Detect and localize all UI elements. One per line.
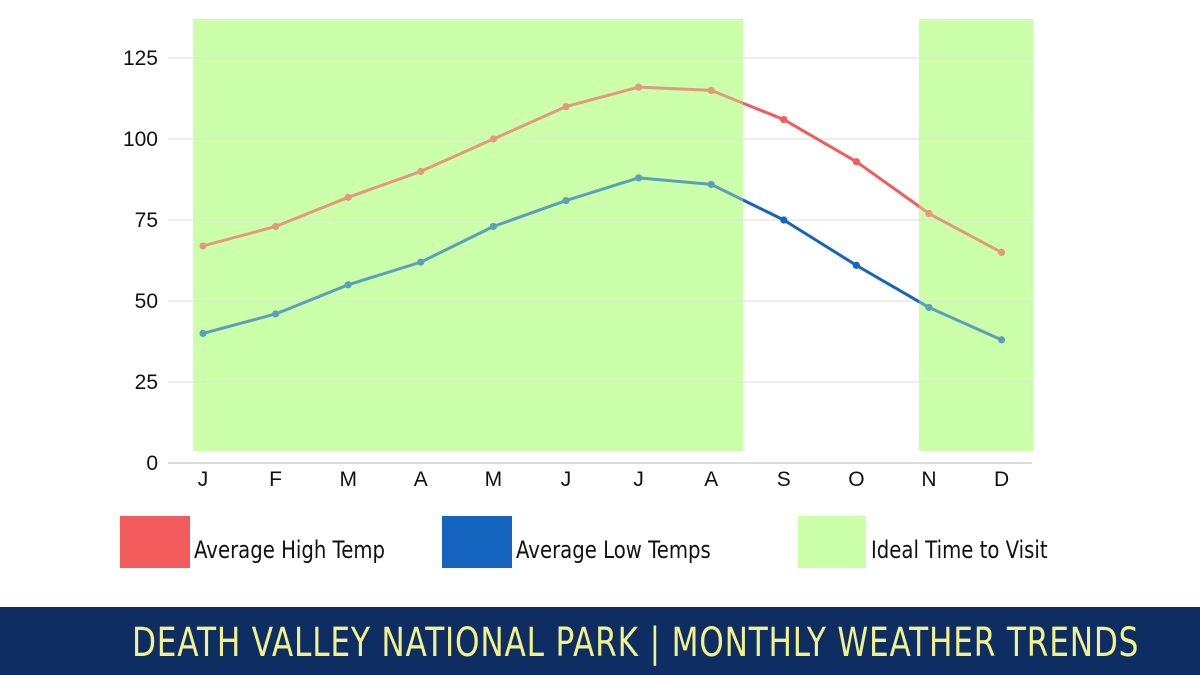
x-tick-label: M	[485, 468, 503, 491]
x-tick-label: S	[777, 468, 791, 491]
data-point-low	[417, 258, 425, 266]
data-point-high	[707, 86, 715, 94]
x-tick-label: J	[561, 468, 572, 491]
x-tick-label: A	[414, 468, 428, 491]
data-point-high	[272, 222, 280, 231]
legend-swatch-ideal	[798, 516, 866, 568]
data-point-low	[852, 261, 861, 269]
data-point-high	[635, 83, 643, 91]
legend-label-low: Average Low Temps	[516, 536, 711, 564]
data-point-high	[199, 242, 207, 250]
series-line-low	[201, 176, 1004, 342]
x-tick-label: J	[633, 468, 644, 491]
y-tick-label: 75	[135, 209, 158, 232]
x-tick-label: J	[198, 468, 209, 491]
data-point-low	[998, 336, 1006, 344]
y-tick-label: 25	[135, 371, 158, 394]
data-point-high	[562, 103, 570, 111]
x-tick-label: A	[704, 468, 718, 491]
data-point-low	[562, 196, 570, 205]
y-tick-label: 125	[123, 47, 158, 70]
data-point-high	[780, 115, 788, 124]
x-tick-label: O	[848, 468, 864, 491]
data-point-low	[635, 174, 643, 182]
ideal-visit-band-overlay	[193, 19, 744, 451]
y-tick-label: 100	[123, 128, 158, 151]
x-tick-label: N	[921, 468, 936, 491]
gridlines	[168, 57, 1032, 464]
ideal-visit-band	[919, 19, 1034, 451]
data-point-low	[344, 281, 352, 289]
data-point-low	[925, 303, 933, 312]
line-chart: 0 25 50 75 100 125 J F M A M J J A S O N D	[123, 19, 1034, 491]
series-line-high	[201, 85, 1004, 254]
ideal-visit-band-overlay	[919, 19, 1034, 451]
y-axis-tick-labels: 0 25 50 75 100 125	[123, 47, 158, 475]
highlight-bands	[193, 19, 1034, 451]
x-tick-label: F	[269, 468, 282, 491]
data-point-high	[344, 193, 352, 201]
ideal-visit-band	[193, 19, 744, 451]
legend-swatch-high	[120, 516, 190, 568]
series-layer	[193, 19, 1034, 451]
data-point-high	[998, 248, 1006, 256]
data-point-low	[707, 180, 715, 188]
data-point-low	[780, 216, 788, 224]
footer-title: DEATH VALLEY NATIONAL PARK | MONTHLY WEA…	[132, 620, 1140, 666]
data-point-low	[489, 222, 497, 231]
data-point-low	[272, 310, 280, 318]
y-tick-label: 50	[135, 290, 158, 313]
legend-label-high: Average High Temp	[194, 536, 386, 564]
x-tick-label: D	[994, 468, 1009, 491]
x-tick-label: M	[339, 468, 357, 491]
data-point-high	[852, 158, 861, 166]
y-tick-label: 0	[146, 452, 158, 475]
legend-swatch-low	[442, 516, 512, 568]
data-point-high	[417, 167, 425, 175]
legend-label-ideal: Ideal Time to Visit	[871, 536, 1048, 564]
data-point-low	[199, 329, 207, 337]
data-point-high	[489, 135, 497, 143]
data-point-high	[925, 209, 933, 218]
footer-banner: DEATH VALLEY NATIONAL PARK | MONTHLY WEA…	[0, 607, 1200, 675]
